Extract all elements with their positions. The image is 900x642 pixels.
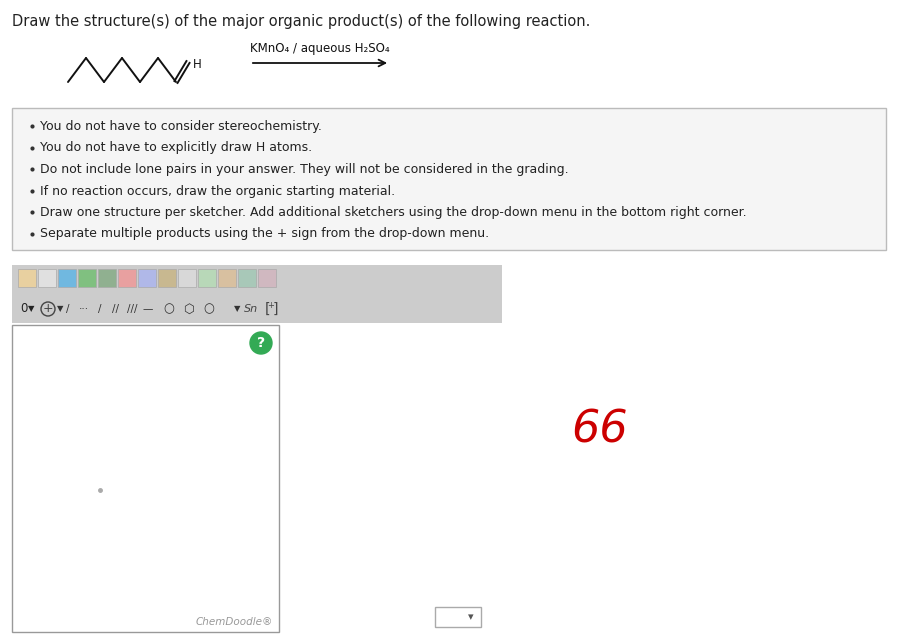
Text: ▼: ▼ — [234, 304, 240, 313]
Bar — [38, 269, 56, 287]
Text: +: + — [42, 302, 53, 315]
Bar — [58, 269, 76, 287]
Text: You do not have to explicitly draw H atoms.: You do not have to explicitly draw H ato… — [40, 141, 312, 155]
Text: ▼: ▼ — [28, 304, 34, 313]
Bar — [98, 269, 116, 287]
Text: /: / — [98, 304, 102, 314]
Bar — [12, 265, 502, 295]
Text: Draw one structure per sketcher. Add additional sketchers using the drop-down me: Draw one structure per sketcher. Add add… — [40, 206, 747, 219]
Bar — [138, 269, 156, 287]
Text: You do not have to consider stereochemistry.: You do not have to consider stereochemis… — [40, 120, 322, 133]
Circle shape — [250, 332, 272, 354]
Text: KMnO₄ / aqueous H₂SO₄: KMnO₄ / aqueous H₂SO₄ — [250, 42, 390, 55]
Text: /: / — [67, 304, 70, 314]
Bar — [158, 269, 176, 287]
Bar — [12, 108, 886, 250]
Text: [: [ — [265, 302, 270, 316]
Text: ▼: ▼ — [57, 304, 64, 313]
Text: ○: ○ — [164, 302, 175, 315]
Text: If no reaction occurs, draw the organic starting material.: If no reaction occurs, draw the organic … — [40, 184, 395, 198]
Bar — [435, 607, 481, 627]
Bar — [78, 269, 96, 287]
Text: ⬡: ⬡ — [184, 302, 194, 315]
Text: //: // — [112, 304, 120, 314]
Text: ChemDoodle®: ChemDoodle® — [195, 617, 273, 627]
Text: Separate multiple products using the + sign from the drop-down menu.: Separate multiple products using the + s… — [40, 227, 489, 241]
Text: H: H — [193, 58, 202, 71]
Bar — [118, 269, 136, 287]
Bar — [238, 269, 256, 287]
Bar — [218, 269, 236, 287]
Bar — [18, 269, 36, 287]
Bar — [12, 325, 279, 632]
Text: 0: 0 — [20, 302, 27, 315]
Text: Do not include lone pairs in your answer. They will not be considered in the gra: Do not include lone pairs in your answer… — [40, 163, 569, 176]
Text: ///: /// — [127, 304, 137, 314]
Bar — [198, 269, 216, 287]
Bar — [178, 269, 196, 287]
Text: Draw the structure(s) of the major organic product(s) of the following reaction.: Draw the structure(s) of the major organ… — [12, 14, 590, 29]
Text: ▾: ▾ — [468, 612, 473, 622]
Text: 66: 66 — [572, 408, 628, 451]
Text: ○: ○ — [203, 302, 214, 315]
Text: Sn: Sn — [244, 304, 258, 314]
Text: ?: ? — [256, 336, 266, 350]
Bar — [258, 269, 276, 287]
Text: —: — — [143, 304, 153, 314]
Bar — [12, 295, 502, 323]
Text: +: + — [267, 300, 274, 309]
Text: ]: ] — [272, 302, 278, 316]
Text: ···: ··· — [79, 304, 89, 314]
